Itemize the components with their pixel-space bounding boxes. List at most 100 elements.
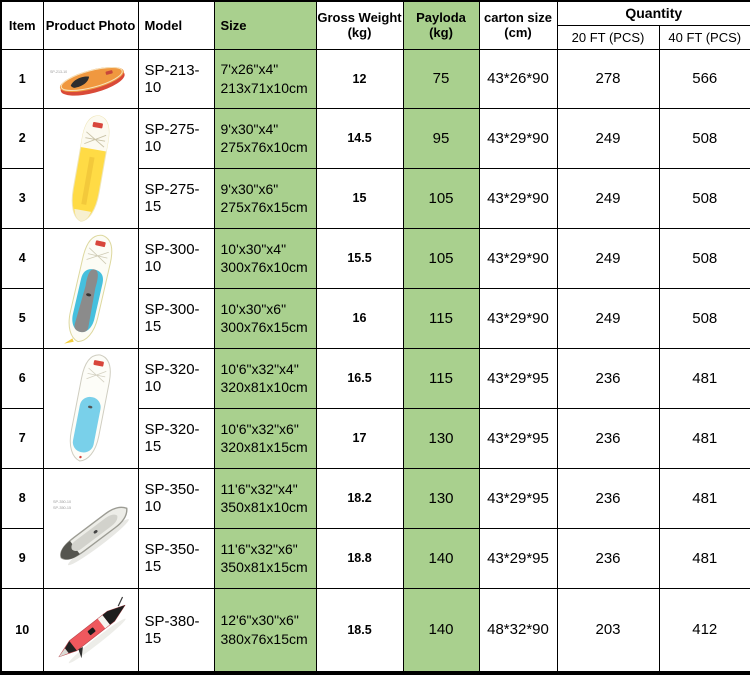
model-cell: SP-300-10 [137,227,215,289]
size-cell: 10'x30"x6" 300x76x15cm [213,287,317,349]
item-cell: 4 [0,227,44,289]
gross-weight-cell: 16 [315,287,404,349]
size-cell: 11'6"x32"x4" 350x81x10cm [213,467,317,529]
model-cell: SP-380-15 [137,587,215,673]
photo-label: SP-213-10 [50,70,67,74]
qty-40ft-cell: 508 [658,227,750,289]
photo-label-line2: SP-350-15 [53,506,71,510]
qty-20ft-cell: 249 [556,287,660,349]
product-photo-cell: SP-213-10 [42,48,139,109]
carton-size-cell: 43*29*90 [478,107,558,169]
table-row: 10 SP-380- [0,587,750,673]
payloda-cell: 115 [402,287,480,349]
carton-size-cell: 43*29*95 [478,527,558,589]
table-row: 5 SP-300-15 10'x30"x6" 300x76x15cm 16 115… [0,287,750,349]
size-cell: 7'x26"x4" 213x71x10cm [213,48,317,109]
qty-40ft-cell: 412 [658,587,750,673]
payloda-cell: 75 [402,48,480,109]
table-row: 8 SP-350-10 SP-350-15 SP-350-10 11'6"x32 [0,467,750,589]
photo-label-line1: SP-350-10 [53,500,71,504]
payloda-cell: 130 [402,467,480,529]
item-cell: 6 [0,347,44,409]
size-cell: 12'6"x30"x6" 380x76x15cm [213,587,317,673]
qty-40ft-cell: 508 [658,287,750,349]
sup-board-cyan-gray-photo [64,234,113,344]
item-cell: 5 [0,287,44,349]
sup-board-gray-photo: SP-350-10 SP-350-15 [53,500,129,565]
header-size: Size [213,0,317,50]
sup-board-yellow-photo [71,114,110,222]
size-cell: 9'x30"x4" 275x76x10cm [213,107,317,169]
header-item: Item [0,0,44,50]
gross-weight-cell: 12 [315,48,404,109]
item-cell: 1 [0,48,44,109]
qty-40ft-cell: 481 [658,527,750,589]
qty-20ft-cell: 236 [556,347,660,409]
model-cell: SP-213-10 [137,48,215,109]
qty-20ft-cell: 249 [556,107,660,169]
header-payloda-line2: (kg) [429,25,453,41]
carton-size-cell: 48*32*90 [478,587,558,673]
carton-size-cell: 43*29*95 [478,407,558,469]
gross-weight-cell: 18.2 [315,467,404,529]
qty-20ft-cell: 236 [556,407,660,469]
gross-weight-cell: 18.5 [315,587,404,673]
header-model: Model [137,0,215,50]
gross-weight-cell: 17 [315,407,404,469]
table-row: 3 SP-275-15 9'x30"x6" 275x76x15cm 15 105 … [0,167,750,229]
header-qty-40ft: 40 FT (PCS) [658,24,750,50]
size-cell: 10'6"x32"x4" 320x81x10cm [213,347,317,409]
item-cell: 8 [0,467,44,529]
table-row: 2 SP-275-10 9'x30"x4" 275x76x10cm 1 [0,107,750,229]
header-payloda: Payloda (kg) [402,0,480,50]
sup-board-orange-photo: SP-213-10 [50,66,125,96]
carton-size-cell: 43*29*90 [478,227,558,289]
product-photo-cell [42,587,139,673]
qty-40ft-cell: 481 [658,407,750,469]
carton-size-cell: 43*29*95 [478,467,558,529]
table-row: 4 SP-300-10 10'x30"x4" 300x76x10cm [0,227,750,349]
qty-40ft-cell: 481 [658,467,750,529]
model-cell: SP-320-10 [137,347,215,409]
qty-20ft-cell: 203 [556,587,660,673]
qty-40ft-cell: 508 [658,107,750,169]
header-quantity: Quantity [556,0,750,26]
carton-size-cell: 43*29*90 [478,167,558,229]
item-cell: 3 [0,167,44,229]
qty-20ft-cell: 249 [556,227,660,289]
model-cell: SP-320-15 [137,407,215,469]
product-photo-cell [42,227,139,349]
header-carton-size: carton size (cm) [478,0,558,50]
carton-size-cell: 43*29*90 [478,287,558,349]
table-row: 1 SP-213-10 SP-213-10 7'x26"x4" 213x71x10… [0,48,750,109]
table-row: 7 SP-320-15 10'6"x32"x6" 320x81x15cm 17 1… [0,407,750,469]
size-cell: 10'x30"x4" 300x76x10cm [213,227,317,289]
product-photo-cell [42,107,139,229]
model-cell: SP-300-15 [137,287,215,349]
header-gross-weight-line2: (kg) [347,25,372,41]
sup-board-red-race-photo [58,596,126,663]
qty-40ft-cell: 508 [658,167,750,229]
payloda-cell: 115 [402,347,480,409]
header-product-photo: Product Photo [42,0,139,50]
qty-40ft-cell: 481 [658,347,750,409]
size-cell: 9'x30"x6" 275x76x15cm [213,167,317,229]
qty-20ft-cell: 249 [556,167,660,229]
item-cell: 7 [0,407,44,469]
product-photo-cell [42,347,139,469]
table-row: 6 SP-320-10 10'6"x32"x4" 320x81x10cm [0,347,750,469]
qty-20ft-cell: 236 [556,527,660,589]
qty-20ft-cell: 236 [556,467,660,529]
payloda-cell: 140 [402,587,480,673]
payloda-cell: 105 [402,227,480,289]
header-qty-20ft: 20 FT (PCS) [556,24,660,50]
header-carton-line2: (cm) [504,25,532,41]
qty-40ft-cell: 566 [658,48,750,109]
carton-size-cell: 43*26*90 [478,48,558,109]
model-cell: SP-275-10 [137,107,215,169]
size-cell: 10'6"x32"x6" 320x81x15cm [213,407,317,469]
payloda-cell: 105 [402,167,480,229]
sup-board-skyblue-photo [69,354,111,462]
gross-weight-cell: 15.5 [315,227,404,289]
